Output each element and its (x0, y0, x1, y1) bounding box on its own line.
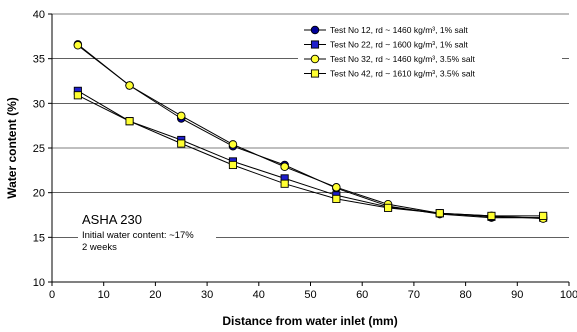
x-axis-title: Distance from water inlet (mm) (222, 314, 397, 328)
tick-labels: 10 15 20 25 30 35 40 0 10 20 30 40 50 60 70 80 90 100 (33, 9, 577, 301)
series-3-point-5 (280, 162, 289, 172)
legend-label-4: Test No 42, rd ~ 1610 kg/m³, 3.5% salt (330, 69, 475, 79)
legend-marker-3 (310, 54, 320, 64)
y-tick-label-15: 15 (33, 232, 45, 244)
legend-label-1: Test No 12, rd ~ 1460 kg/m³, 1% salt (330, 25, 468, 35)
legend-label-3: Test No 32, rd ~ 1460 kg/m³, 3.5% salt (330, 54, 475, 64)
legend-background (298, 20, 562, 88)
y-tick-label-25: 25 (33, 143, 45, 155)
y-tick-label-30: 30 (33, 98, 45, 110)
series-3-point-4 (228, 140, 238, 149)
annotation-line-2: 2 weeks (82, 242, 117, 253)
legend-marker-2 (310, 40, 320, 49)
series-4-line (77, 94, 544, 217)
series-3-point-1 (73, 41, 83, 50)
x-tick-label-30: 30 (201, 289, 213, 301)
y-axis-title: Water content (%) (5, 97, 19, 199)
x-tick-label-40: 40 (253, 289, 265, 301)
series-4-point-6 (332, 194, 341, 203)
y-tick-label-20: 20 (33, 188, 45, 200)
legend: Test No 12, rd ~ 1460 kg/m³, 1% salt Test… (298, 20, 562, 88)
y-tick-label-10: 10 (33, 277, 45, 289)
series-4-point-4 (228, 160, 238, 170)
y-tick-label-35: 35 (33, 54, 45, 66)
series-3-point-2 (125, 81, 134, 90)
x-tick-label-50: 50 (304, 289, 316, 301)
series-4-point-2 (125, 117, 134, 126)
y-tick-label-40: 40 (33, 9, 45, 21)
x-tick-label-70: 70 (408, 289, 420, 301)
x-tick-label-20: 20 (149, 289, 161, 301)
annotation-background (78, 206, 216, 262)
legend-marker-1 (310, 25, 320, 35)
series-4-point-8 (435, 209, 444, 218)
x-tick-label-80: 80 (459, 289, 471, 301)
x-tick-label-90: 90 (511, 289, 523, 301)
annotation-title: ASHA 230 (82, 212, 142, 227)
series-4-point-1 (73, 91, 82, 100)
series-4 (73, 91, 548, 220)
x-tick-label-60: 60 (356, 289, 368, 301)
series-3-point-6 (332, 183, 341, 192)
x-tick-label-0: 0 (49, 289, 55, 301)
annotation-box: ASHA 230 Initial water content: ~17% 2 w… (78, 206, 216, 262)
legend-marker-4 (310, 69, 320, 78)
series-3-point-3 (176, 111, 186, 121)
x-tick-label-10: 10 (98, 289, 110, 301)
series-group (73, 40, 548, 223)
series-4-point-7 (384, 203, 393, 212)
series-4-point-10 (539, 211, 548, 220)
x-tick-label-100: 100 (560, 289, 577, 301)
legend-label-2: Test No 22, rd ~ 1600 kg/m³, 1% salt (330, 40, 468, 50)
annotation-line-1: Initial water content: ~17% (82, 230, 194, 241)
series-4-point-5 (280, 179, 289, 188)
series-4-point-3 (177, 139, 186, 148)
series-4-point-9 (487, 211, 496, 220)
